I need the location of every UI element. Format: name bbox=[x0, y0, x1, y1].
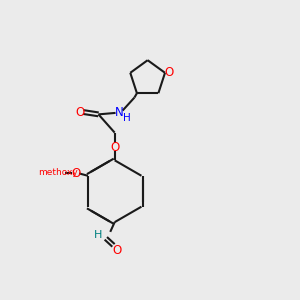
Text: O: O bbox=[110, 141, 119, 154]
Text: O: O bbox=[112, 244, 122, 257]
Text: H: H bbox=[93, 230, 102, 240]
Text: methoxy: methoxy bbox=[38, 168, 78, 177]
Text: O: O bbox=[71, 167, 80, 180]
Text: H: H bbox=[123, 113, 131, 123]
Text: N: N bbox=[115, 106, 124, 119]
Text: O: O bbox=[164, 66, 173, 79]
Text: O: O bbox=[76, 106, 85, 118]
